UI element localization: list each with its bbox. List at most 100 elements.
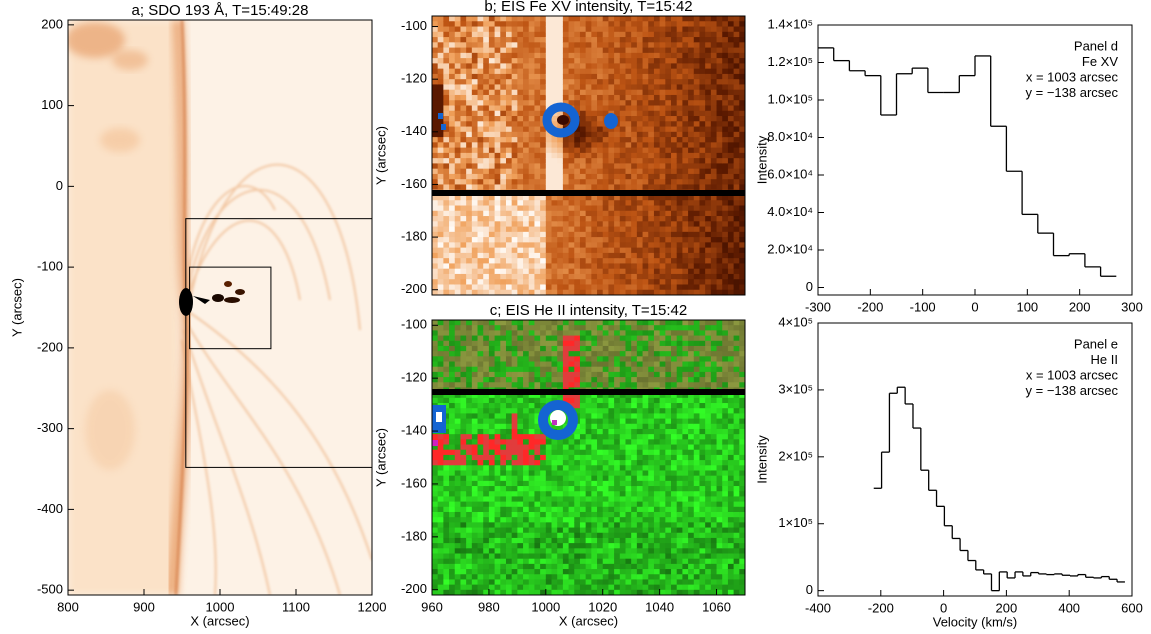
image-pixel [552, 481, 558, 487]
image-pixel [552, 486, 558, 492]
image-pixel [620, 502, 626, 508]
image-pixel [586, 325, 592, 331]
image-pixel [506, 476, 512, 482]
image-pixel [449, 512, 455, 518]
image-pixel [483, 174, 489, 180]
image-pixel [625, 585, 631, 591]
image-pixel [717, 27, 723, 33]
image-pixel [489, 100, 495, 106]
image-pixel [478, 53, 484, 59]
image-pixel [591, 574, 597, 580]
image-pixel [717, 211, 723, 217]
image-pixel [620, 424, 626, 430]
image-pixel [495, 79, 501, 85]
image-pixel [688, 121, 694, 127]
image-pixel [574, 460, 580, 466]
image-pixel [631, 460, 637, 466]
image-pixel [472, 517, 478, 523]
image-pixel [529, 362, 535, 368]
image-pixel [443, 95, 449, 101]
image-pixel [523, 408, 529, 414]
image-pixel [591, 132, 597, 138]
image-pixel [643, 248, 649, 254]
image-pixel [472, 341, 478, 347]
image-pixel [586, 116, 592, 122]
image-pixel [500, 543, 506, 549]
image-pixel [643, 579, 649, 585]
image-pixel [603, 574, 609, 580]
image-pixel [603, 32, 609, 38]
image-pixel [671, 74, 677, 80]
image-pixel [625, 148, 631, 154]
image-pixel [643, 398, 649, 404]
image-pixel [546, 206, 552, 212]
image-pixel [489, 517, 495, 523]
image-pixel [608, 184, 614, 190]
image-pixel [443, 507, 449, 513]
image-pixel [563, 356, 569, 362]
image-pixel [546, 232, 552, 238]
image-pixel [586, 512, 592, 518]
image-pixel [614, 382, 620, 388]
image-pixel [608, 63, 614, 69]
image-pixel [586, 127, 592, 133]
image-pixel [654, 200, 660, 206]
image-pixel [586, 502, 592, 508]
image-pixel [614, 279, 620, 285]
image-pixel [472, 377, 478, 383]
image-pixel [517, 32, 523, 38]
image-pixel [523, 528, 529, 534]
image-pixel [512, 439, 518, 445]
image-pixel [506, 274, 512, 280]
image-pixel [557, 585, 563, 591]
image-pixel [625, 100, 631, 106]
image-pixel [472, 325, 478, 331]
image-pixel [728, 105, 734, 111]
image-pixel [443, 341, 449, 347]
image-pixel [603, 346, 609, 352]
image-pixel [620, 403, 626, 409]
image-pixel [432, 63, 438, 69]
image-pixel [500, 137, 506, 143]
image-pixel [506, 325, 512, 331]
image-pixel [597, 48, 603, 54]
image-pixel [512, 553, 518, 559]
image-pixel [648, 336, 654, 342]
image-pixel [722, 16, 728, 22]
image-pixel [654, 227, 660, 233]
image-pixel [734, 142, 740, 148]
image-pixel [614, 450, 620, 456]
image-pixel [728, 216, 734, 222]
image-pixel [631, 221, 637, 227]
image-pixel [557, 58, 563, 64]
image-pixel [478, 227, 484, 233]
image-pixel [682, 242, 688, 248]
image-pixel [637, 574, 643, 580]
image-pixel [665, 248, 671, 254]
image-pixel [438, 253, 444, 259]
image-pixel [574, 559, 580, 565]
image-pixel [705, 148, 711, 154]
image-pixel [694, 116, 700, 122]
image-pixel [574, 95, 580, 101]
image-pixel [512, 424, 518, 430]
image-pixel [580, 585, 586, 591]
image-pixel [483, 512, 489, 518]
image-pixel [512, 74, 518, 80]
image-pixel [620, 382, 626, 388]
image-pixel [665, 184, 671, 190]
image-pixel [631, 517, 637, 523]
image-pixel [495, 227, 501, 233]
image-pixel [495, 476, 501, 482]
image-pixel [682, 279, 688, 285]
image-pixel [500, 79, 506, 85]
image-pixel [557, 538, 563, 544]
image-pixel [455, 142, 461, 148]
image-pixel [625, 533, 631, 539]
image-pixel [563, 522, 569, 528]
image-pixel [586, 63, 592, 69]
image-pixel [625, 538, 631, 544]
image-pixel [603, 74, 609, 80]
image-pixel [728, 100, 734, 106]
image-pixel [495, 408, 501, 414]
